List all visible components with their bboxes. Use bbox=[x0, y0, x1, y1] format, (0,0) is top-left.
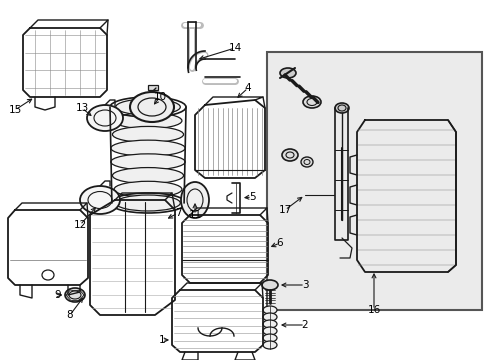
Text: 16: 16 bbox=[366, 305, 380, 315]
Text: 3: 3 bbox=[301, 280, 307, 290]
Ellipse shape bbox=[181, 182, 208, 218]
Text: 5: 5 bbox=[248, 192, 255, 202]
Ellipse shape bbox=[112, 126, 183, 143]
Text: 8: 8 bbox=[66, 310, 73, 320]
Bar bbox=[148, 85, 158, 90]
Ellipse shape bbox=[263, 341, 276, 349]
Ellipse shape bbox=[263, 327, 276, 335]
Text: 15: 15 bbox=[8, 105, 21, 115]
Text: 14: 14 bbox=[228, 43, 241, 53]
Text: 4: 4 bbox=[244, 83, 251, 93]
Ellipse shape bbox=[111, 154, 185, 170]
Ellipse shape bbox=[65, 288, 85, 302]
Ellipse shape bbox=[80, 186, 120, 214]
Ellipse shape bbox=[114, 181, 182, 197]
Ellipse shape bbox=[111, 140, 185, 156]
Text: 17: 17 bbox=[278, 205, 291, 215]
Ellipse shape bbox=[303, 96, 320, 108]
Ellipse shape bbox=[263, 334, 276, 342]
Text: 11: 11 bbox=[188, 210, 201, 220]
Ellipse shape bbox=[116, 195, 180, 211]
Bar bbox=[266, 52, 481, 310]
Ellipse shape bbox=[334, 103, 348, 113]
Ellipse shape bbox=[280, 68, 295, 78]
Ellipse shape bbox=[262, 280, 278, 290]
Ellipse shape bbox=[263, 306, 276, 314]
Ellipse shape bbox=[263, 313, 276, 321]
Ellipse shape bbox=[112, 167, 183, 184]
Text: 7: 7 bbox=[174, 208, 181, 218]
Ellipse shape bbox=[282, 149, 297, 161]
Text: 12: 12 bbox=[73, 220, 86, 230]
Ellipse shape bbox=[87, 105, 123, 131]
Text: 9: 9 bbox=[55, 290, 61, 300]
Text: 2: 2 bbox=[301, 320, 307, 330]
Ellipse shape bbox=[130, 92, 174, 122]
Ellipse shape bbox=[263, 320, 276, 328]
Text: 6: 6 bbox=[276, 238, 283, 248]
Text: 13: 13 bbox=[75, 103, 88, 113]
Ellipse shape bbox=[116, 99, 180, 115]
Text: 1: 1 bbox=[159, 335, 165, 345]
Ellipse shape bbox=[114, 113, 182, 129]
Ellipse shape bbox=[301, 157, 312, 167]
Text: 10: 10 bbox=[153, 92, 166, 102]
